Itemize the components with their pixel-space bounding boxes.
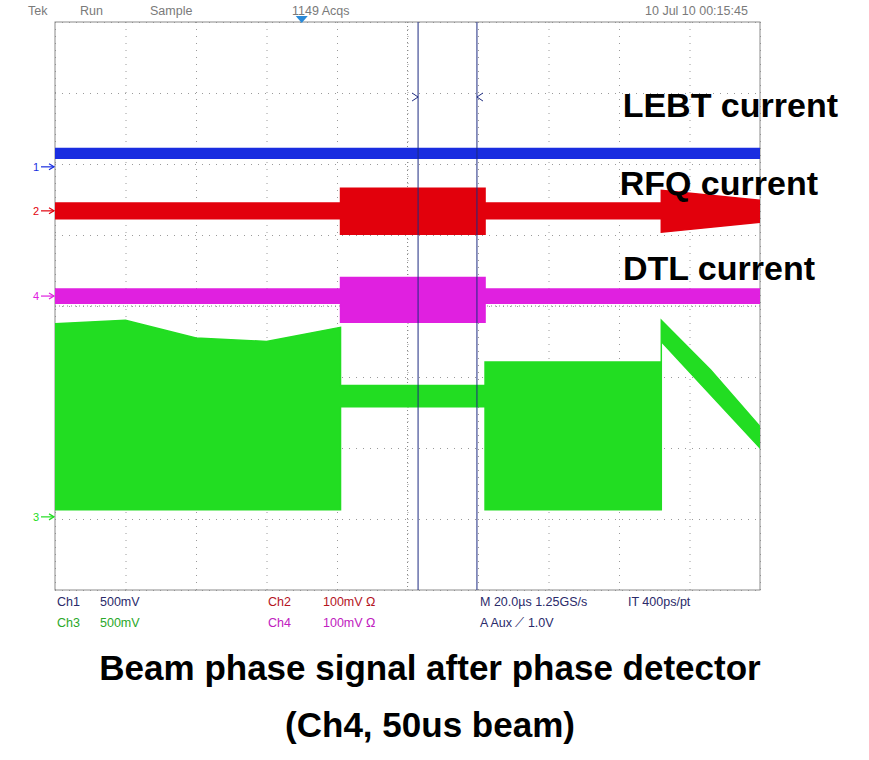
channel-label: 2 <box>33 205 39 217</box>
title: Beam phase signal after phase detector <box>99 648 761 687</box>
cursor-arrow <box>477 93 483 101</box>
channel-arrow-line <box>41 516 54 517</box>
setting-text: M 20.0µs 1.25GS/s <box>480 595 587 609</box>
status-text: Sample <box>150 4 192 18</box>
channel-arrow-line <box>41 210 54 211</box>
scope-screen: 1 2 4 3 LEBT current RFQ current DTL current Te… <box>0 0 869 760</box>
traces <box>55 148 760 509</box>
channel-marker: 3 <box>33 511 54 523</box>
channel-arrow-head <box>49 293 54 299</box>
channel-arrow-line <box>41 166 54 167</box>
status-text: 10 Jul 10 00:15:45 <box>645 4 748 18</box>
cursor-line <box>476 22 477 590</box>
cursor-line <box>418 22 419 590</box>
setting-text: IT 400ps/pt <box>628 595 691 609</box>
series-label: DTL current <box>623 249 815 287</box>
setting-text: Ch4 <box>268 616 291 630</box>
setting-text: 100mV Ω <box>323 595 375 609</box>
channel-label: 1 <box>33 161 39 173</box>
status-text: Run <box>80 4 103 18</box>
setting-text: A Aux ⟋ 1.0V <box>480 616 554 630</box>
channel-marker: 4 <box>33 290 54 302</box>
series-label: RFQ current <box>620 164 818 202</box>
channel-arrow-head <box>49 514 54 520</box>
channel-arrow-line <box>41 295 54 296</box>
channel-marker: 2 <box>33 205 54 217</box>
channel-label: 4 <box>33 290 39 302</box>
y-grid-line <box>55 235 760 236</box>
setting-text: Ch1 <box>57 595 80 609</box>
y-grid-tick <box>55 519 760 520</box>
y-grid-tick <box>55 235 760 236</box>
setting-text: Ch2 <box>268 595 291 609</box>
setting-text: Ch3 <box>57 616 80 630</box>
setting-text: 500mV <box>100 595 140 609</box>
subtitle: (Ch4, 50us beam) <box>285 705 575 744</box>
y-grid-line <box>55 519 760 520</box>
status-text: Tek <box>28 4 48 18</box>
setting-text: 100mV Ω <box>323 616 375 630</box>
cursor-arrow <box>412 93 418 101</box>
channel-arrow-head <box>49 208 54 214</box>
trace-band <box>55 148 760 158</box>
trace-band <box>55 320 760 510</box>
status-text: 1149 Acqs <box>292 4 349 18</box>
series-label: LEBT current <box>623 86 838 124</box>
channel-arrow-head <box>49 164 54 170</box>
channel-marker: 1 <box>33 161 54 173</box>
channel-label: 3 <box>33 511 39 523</box>
setting-text: 500mV <box>100 616 140 630</box>
